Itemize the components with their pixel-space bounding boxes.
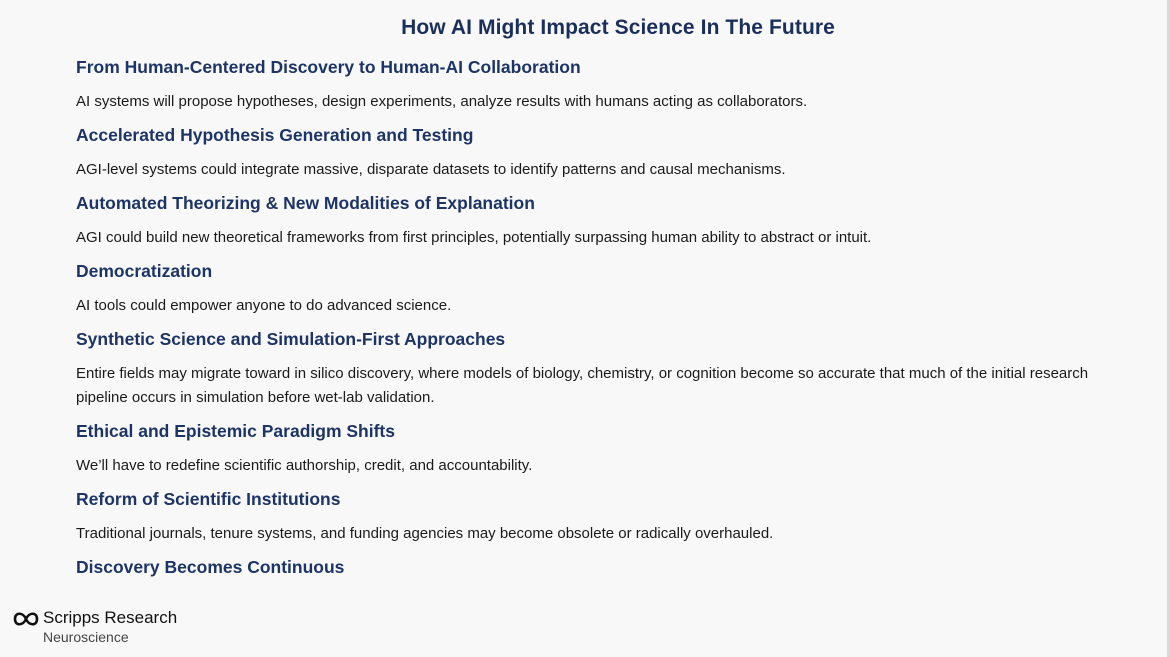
section-reform-institutions: Reform of Scientific Institutions Tradit… (76, 488, 1136, 546)
section-heading: Automated Theorizing & New Modalities of… (76, 193, 535, 213)
slide-edge (1167, 0, 1170, 657)
scripps-logo: Scripps Research Neuroscience (12, 607, 212, 651)
section-body: AGI could build new theoretical framewor… (76, 229, 872, 246)
section-human-ai-collaboration: From Human-Centered Discovery to Human-A… (76, 56, 1136, 114)
section-heading: Reform of Scientific Institutions (76, 489, 341, 509)
sections-list: From Human-Centered Discovery to Human-A… (76, 56, 1136, 590)
section-synthetic-science: Synthetic Science and Simulation-First A… (76, 328, 1136, 410)
slide-title: How AI Might Impact Science In The Futur… (401, 16, 835, 39)
section-body: AI tools could empower anyone to do adva… (76, 297, 452, 314)
logo-subtitle: Neuroscience (43, 629, 129, 645)
section-body: Entire fields may migrate toward in sili… (76, 365, 1089, 406)
logo-name: Scripps Research (43, 608, 178, 627)
section-heading: Democratization (76, 261, 213, 281)
section-body: AGI-level systems could integrate massiv… (76, 161, 786, 178)
section-ethical-epistemic: Ethical and Epistemic Paradigm Shifts We… (76, 420, 1136, 478)
section-democratization: Democratization AI tools could empower a… (76, 260, 1136, 318)
scripps-infinity-icon (13, 612, 39, 626)
section-accelerated-hypothesis: Accelerated Hypothesis Generation and Te… (76, 124, 1136, 182)
section-heading: From Human-Centered Discovery to Human-A… (76, 57, 581, 77)
section-body: AI systems will propose hypotheses, desi… (76, 93, 808, 110)
section-body: We’ll have to redefine scientific author… (76, 457, 533, 474)
section-heading: Discovery Becomes Continuous (76, 557, 345, 577)
section-body: Traditional journals, tenure systems, an… (76, 525, 774, 542)
section-heading: Accelerated Hypothesis Generation and Te… (76, 125, 474, 145)
section-continuous-discovery: Discovery Becomes Continuous (76, 556, 1136, 578)
section-automated-theorizing: Automated Theorizing & New Modalities of… (76, 192, 1136, 250)
section-heading: Synthetic Science and Simulation-First A… (76, 329, 506, 349)
section-heading: Ethical and Epistemic Paradigm Shifts (76, 421, 395, 441)
